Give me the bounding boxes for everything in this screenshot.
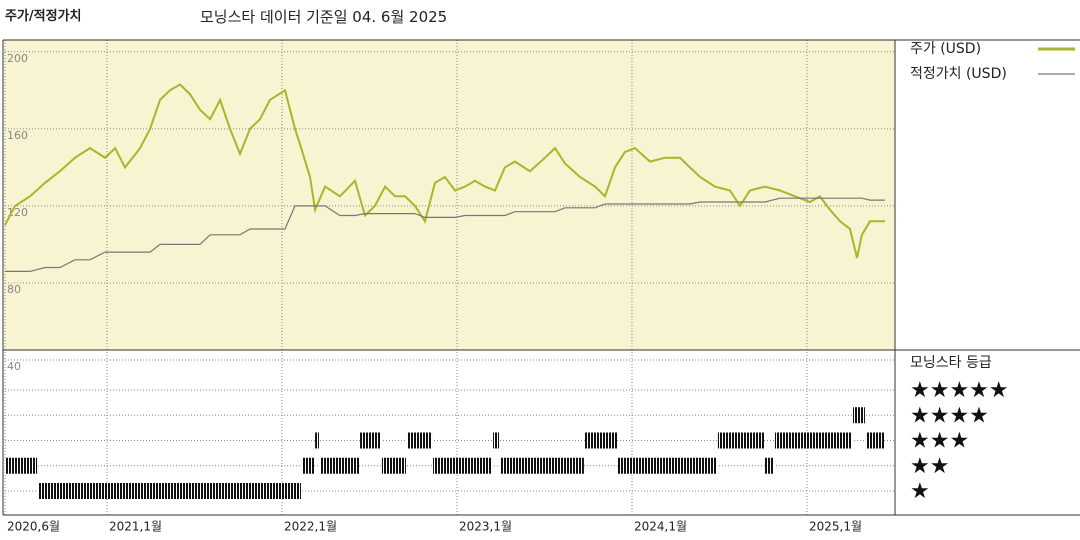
rating-bar bbox=[360, 432, 381, 449]
x-tick-label: 2020,6월 bbox=[7, 520, 60, 534]
rating-bar bbox=[406, 432, 433, 449]
rating-label: ★★★★★ bbox=[910, 378, 1009, 403]
chart-subtitle: 모닝스타 데이터 기준일 04. 6월 2025 bbox=[200, 8, 447, 26]
rating-bar bbox=[5, 457, 38, 474]
series-line bbox=[4, 83, 885, 259]
x-tick-label: 2022,1월 bbox=[284, 520, 337, 534]
rating-bar bbox=[584, 432, 617, 449]
rating-bar bbox=[500, 457, 584, 474]
legend-label: 주가 (USD) bbox=[910, 41, 981, 57]
y-tick-label: 40 bbox=[7, 360, 21, 373]
rating-bar bbox=[853, 407, 865, 424]
rating-bar bbox=[319, 457, 360, 474]
rating-bar bbox=[764, 457, 774, 474]
y-tick-label: 200 bbox=[7, 52, 28, 65]
y-tick-label: 160 bbox=[7, 129, 28, 142]
chart-title: 주가/적정가치 bbox=[5, 8, 82, 24]
rating-bar bbox=[717, 432, 764, 449]
x-tick-label: 2024,1월 bbox=[634, 520, 687, 534]
x-tick-label: 2021,1월 bbox=[109, 520, 162, 534]
rating-bar bbox=[617, 457, 717, 474]
rating-label: ★★★ bbox=[910, 429, 969, 454]
rating-label: ★★★★ bbox=[910, 403, 989, 428]
rating-bar bbox=[774, 432, 853, 449]
rating-bar bbox=[493, 432, 500, 449]
rating-bar bbox=[433, 457, 493, 474]
legend-label: 적정가치 (USD) bbox=[910, 66, 1007, 82]
rating-bar bbox=[315, 432, 319, 449]
rating-bar bbox=[301, 457, 315, 474]
rating-label: ★★ bbox=[910, 454, 949, 479]
rating-bar bbox=[38, 483, 301, 499]
rating-bar bbox=[381, 457, 406, 474]
rating-bar bbox=[865, 432, 885, 449]
plot-background bbox=[4, 40, 895, 350]
x-tick-label: 2025,1월 bbox=[809, 520, 862, 534]
y-tick-label: 80 bbox=[7, 283, 21, 296]
rating-label: ★ bbox=[910, 479, 930, 504]
series-line bbox=[5, 197, 885, 272]
x-tick-label: 2023,1월 bbox=[459, 520, 512, 534]
rating-title: 모닝스타 등급 bbox=[910, 355, 992, 371]
